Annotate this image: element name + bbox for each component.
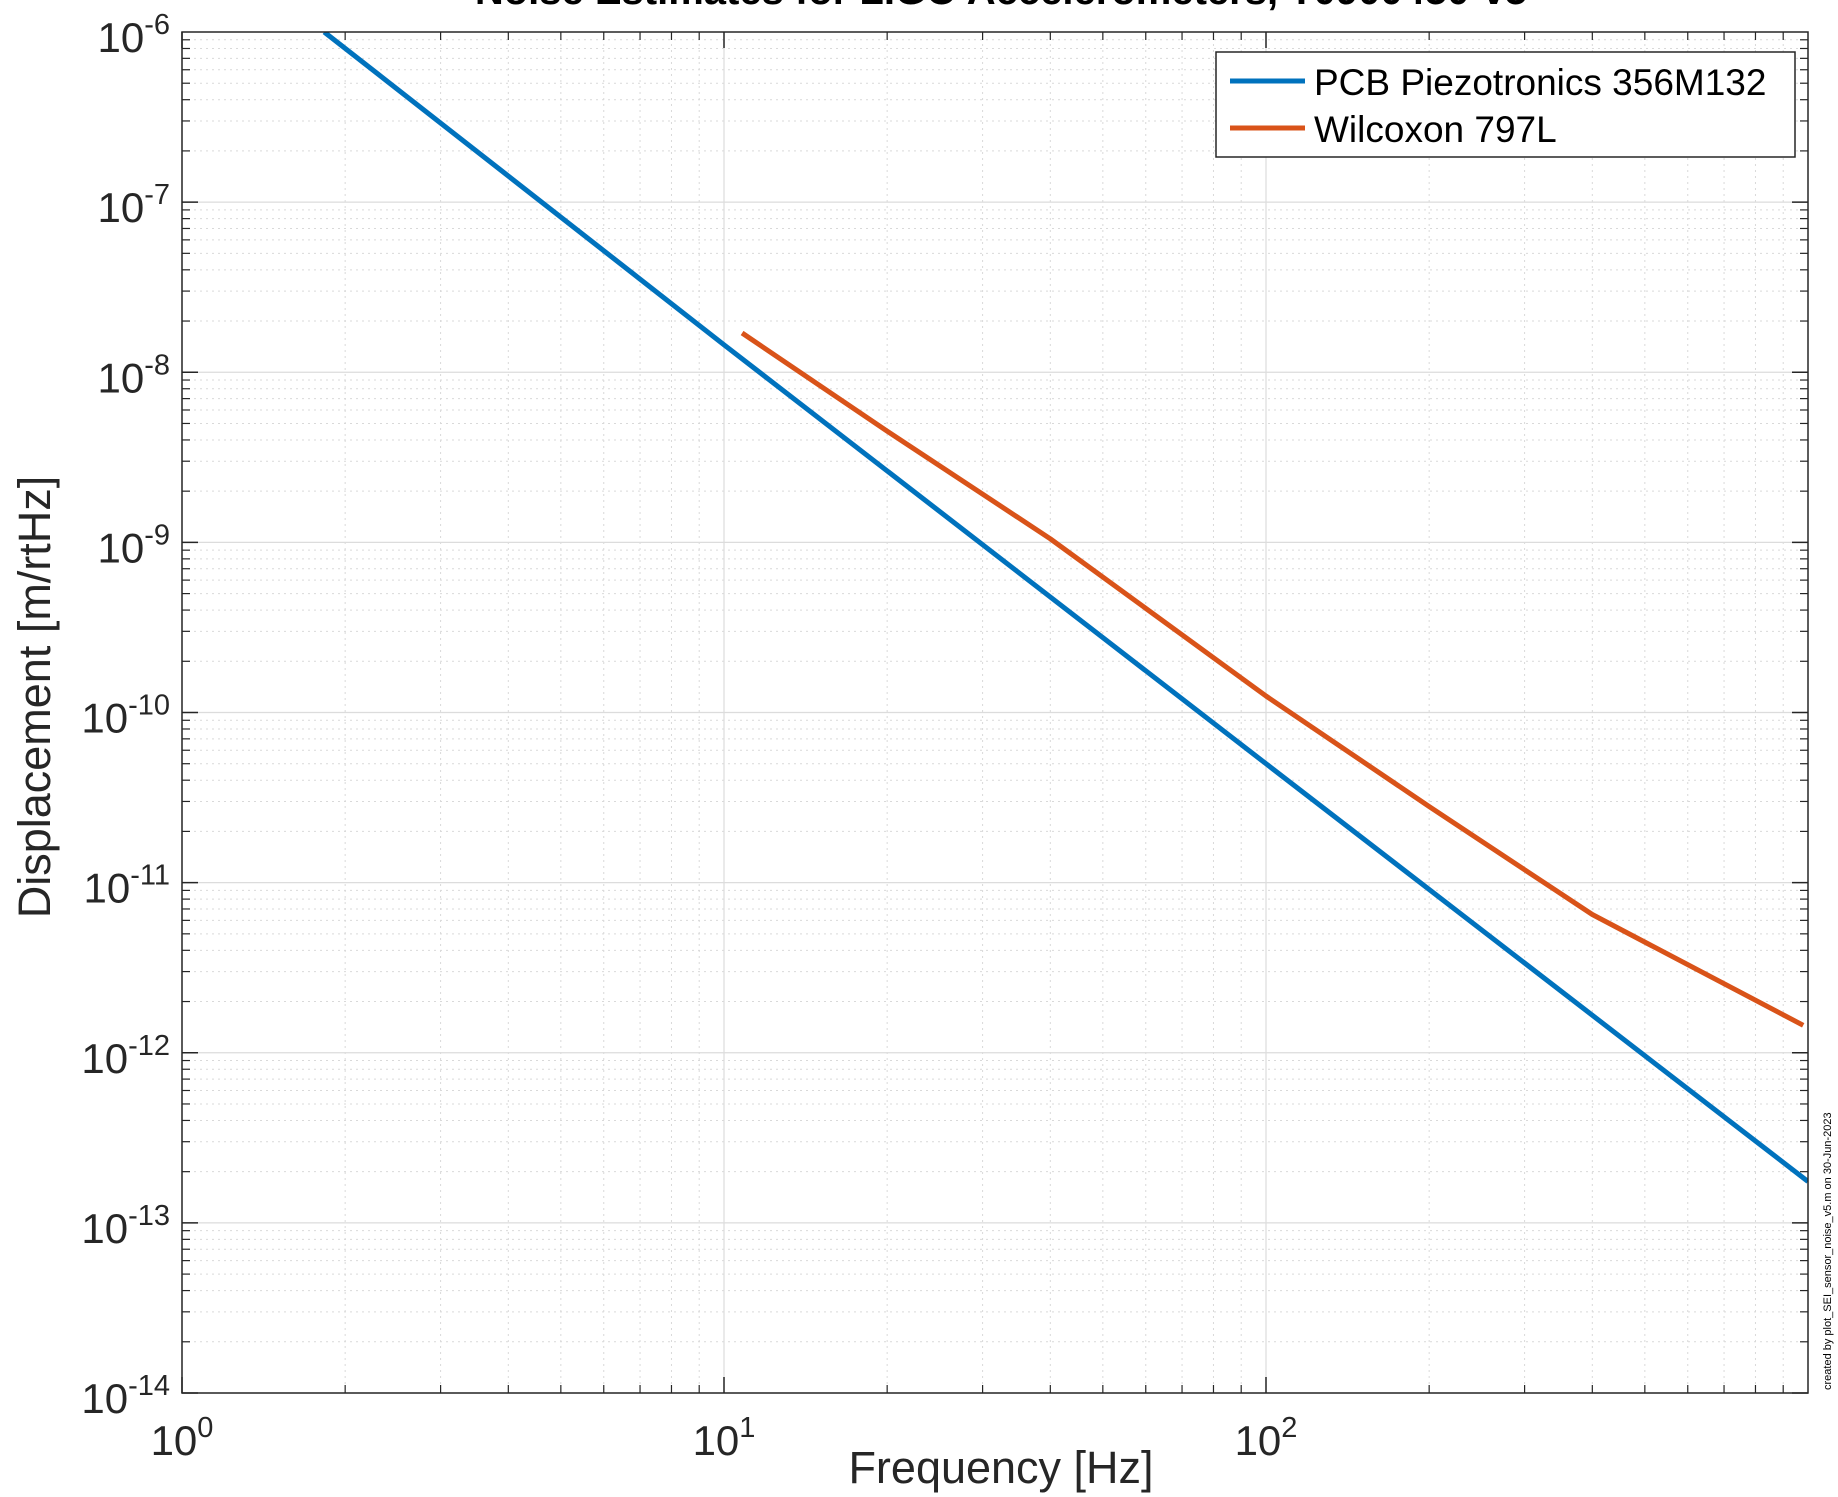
y-axis-label: Displacement [m/rtHz] — [9, 476, 60, 919]
side-note: created by plot_SEI_sensor_noise_v5.m on… — [1822, 1112, 1834, 1390]
y-tick-label: 10-12 — [81, 1030, 170, 1082]
y-tick-label: 10-7 — [97, 179, 170, 231]
plot-lines — [322, 32, 1808, 1184]
x-tick-label: 101 — [693, 1412, 756, 1464]
x-tick-labels: 100 101 102 — [151, 1412, 1298, 1464]
y-tick-label: 10-13 — [81, 1200, 170, 1252]
x-axis-label: Frequency [Hz] — [848, 1442, 1153, 1493]
legend-label-pcb: PCB Piezotronics 356M132 — [1314, 62, 1766, 103]
series-line-pcb — [322, 32, 1808, 1184]
y-tick-label: 10-10 — [81, 690, 170, 742]
y-tick-label: 10-11 — [84, 860, 170, 912]
chart-title: Noise Estimates for LIGO Accelerometers,… — [475, 0, 1527, 13]
minor-grid — [182, 32, 1808, 1393]
y-tick-label: 10-14 — [81, 1370, 170, 1422]
legend-box — [1215, 51, 1796, 158]
y-tick-label: 10-8 — [97, 349, 170, 401]
y-tick-label: 10-6 — [97, 9, 170, 61]
y-tick-labels: 10-6 10-7 10-8 10-9 10-10 10-11 10-12 10-13 10-1… — [81, 9, 170, 1422]
major-grid — [181, 32, 1808, 1394]
legend-label-wilcoxon: Wilcoxon 797L — [1314, 109, 1557, 150]
y-tick-label: 10-9 — [97, 519, 170, 571]
series-line-wilcoxon — [740, 330, 1805, 1028]
tick-marks — [181, 32, 1808, 1394]
x-tick-label: 102 — [1235, 1412, 1298, 1464]
x-tick-label: 100 — [151, 1412, 214, 1464]
legend: PCB Piezotronics 356M132 Wilcoxon 797L — [1215, 51, 1796, 158]
